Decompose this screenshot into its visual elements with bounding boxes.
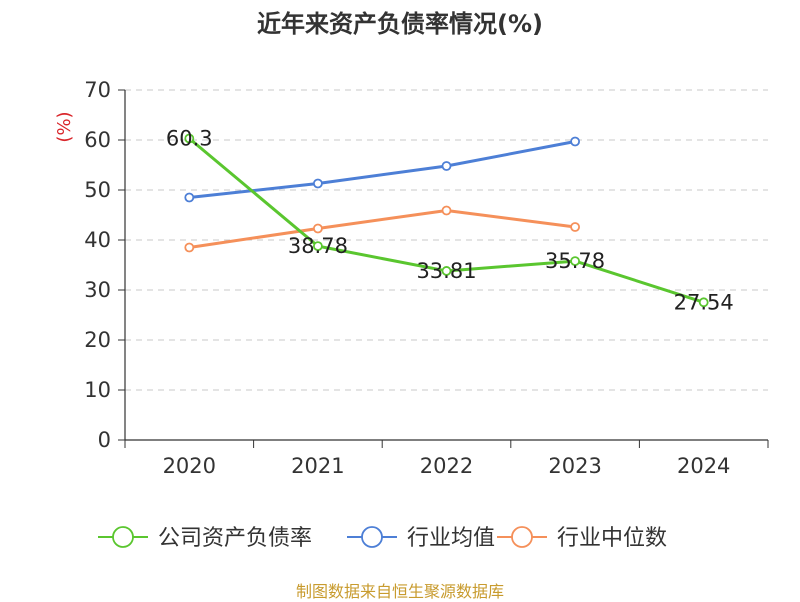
data-point[interactable] xyxy=(441,205,452,216)
y-axis-label: (%) xyxy=(54,111,75,142)
axes: 0 10 20 30 40 50 60 70 2020 2021 2022 2023 2024 xyxy=(84,78,769,478)
y-tick-label: 70 xyxy=(84,78,111,102)
x-tick-label: 2020 xyxy=(163,454,216,478)
data-label: 27.54 xyxy=(674,290,734,314)
legend-marker xyxy=(511,526,533,548)
data-point[interactable] xyxy=(441,161,452,171)
series-line xyxy=(189,209,576,249)
legend-label: 公司资产负债率 xyxy=(158,526,312,551)
y-tick-label: 20 xyxy=(84,328,111,352)
data-point[interactable] xyxy=(570,136,580,147)
data-point[interactable] xyxy=(184,133,195,144)
legend-label: 行业均值 xyxy=(407,526,495,551)
data-label: 33.81 xyxy=(416,259,476,283)
data-label: 38.78 xyxy=(288,234,348,258)
data-point[interactable] xyxy=(312,178,323,189)
legend[interactable]: 公司资产负债率 行业均值 行业中位数 xyxy=(98,526,667,551)
data-point[interactable] xyxy=(570,256,580,267)
x-tick-label: 2022 xyxy=(420,454,473,478)
legend-marker xyxy=(361,526,383,548)
source-note: 制图数据来自恒生聚源数据库 xyxy=(295,582,504,601)
x-tick-label: 2021 xyxy=(291,454,344,478)
data-label: 60.3 xyxy=(166,127,213,151)
grid-lines xyxy=(125,89,768,391)
data-point[interactable] xyxy=(570,222,580,232)
legend-marker xyxy=(112,526,134,548)
data-point[interactable] xyxy=(698,297,709,308)
legend-label: 行业中位数 xyxy=(557,526,667,551)
data-point[interactable] xyxy=(312,241,323,252)
legend-item[interactable]: 行业均值 xyxy=(347,526,495,551)
data-label: 35.78 xyxy=(545,249,605,273)
data-point[interactable] xyxy=(441,266,452,276)
y-tick-label: 0 xyxy=(98,428,111,452)
series-lines xyxy=(184,133,709,308)
y-tick-label: 50 xyxy=(84,178,111,202)
y-tick-label: 60 xyxy=(84,128,111,152)
legend-item[interactable]: 公司资产负债率 xyxy=(98,526,312,551)
data-point[interactable] xyxy=(184,192,195,203)
data-point[interactable] xyxy=(184,242,195,253)
series-line xyxy=(189,140,576,199)
y-tick-label: 40 xyxy=(84,228,111,252)
x-tick-label: 2024 xyxy=(677,454,730,478)
data-labels: 60.3 38.78 33.81 35.78 27.54 xyxy=(166,127,734,315)
legend-item[interactable]: 行业中位数 xyxy=(497,526,667,551)
chart-title: 近年来资产负债率情况(%) xyxy=(257,10,543,38)
y-tick-label: 10 xyxy=(84,378,111,402)
data-point[interactable] xyxy=(312,223,323,234)
y-tick-label: 30 xyxy=(84,278,111,302)
x-tick-label: 2023 xyxy=(548,454,601,478)
